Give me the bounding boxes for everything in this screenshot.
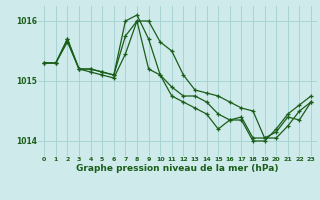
X-axis label: Graphe pression niveau de la mer (hPa): Graphe pression niveau de la mer (hPa)	[76, 164, 279, 173]
